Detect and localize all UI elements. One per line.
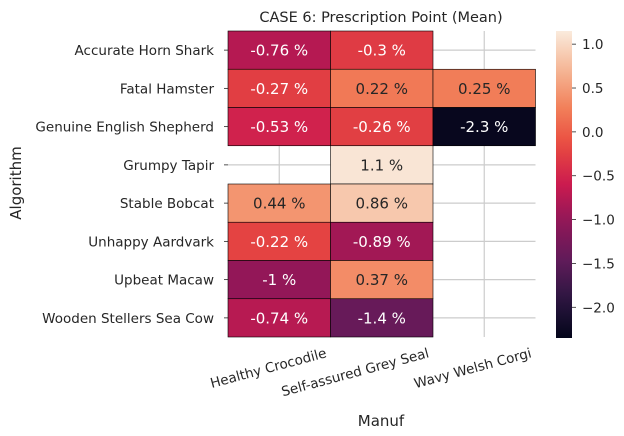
heatmap-cell <box>330 145 434 185</box>
cell-value-label: -0.3 % <box>358 42 406 60</box>
cell-value-label: -2.3 % <box>460 118 508 136</box>
cell-value-label: -0.76 % <box>250 42 308 60</box>
heatmap-cell <box>330 298 434 338</box>
y-tick-label: Upbeat Macaw <box>114 273 214 289</box>
y-tick-label: Fatal Hamster <box>120 81 215 97</box>
chart-title: CASE 6: Prescription Point (Mean) <box>259 10 502 26</box>
heatmap-cell <box>227 260 331 300</box>
colorbar-tick-label: 0.0 <box>582 125 603 141</box>
cell-value-label: 0.37 % <box>356 271 408 289</box>
colorbar-tick-label: 1.0 <box>582 37 603 53</box>
heatmap-cell <box>227 107 331 147</box>
cell-value-label: -1 % <box>262 271 296 289</box>
heatmap-cell <box>330 260 434 300</box>
colorbar-gradient <box>556 31 572 338</box>
colorbar: 1.0 0.5 0.0 −0.5 −1.0 −1.5 −2.0 <box>556 31 615 338</box>
heatmap-cell <box>330 221 434 261</box>
y-tick-label: Unhappy Aardvark <box>88 234 214 250</box>
heatmap-cell <box>227 30 331 70</box>
colorbar-tick-label: −1.0 <box>582 213 615 229</box>
x-axis-label: Manuf <box>358 412 405 430</box>
cell-value-label: -0.89 % <box>353 233 411 251</box>
y-axis-label: Algorithm <box>7 146 25 219</box>
y-tick-label: Grumpy Tapir <box>123 158 214 174</box>
heatmap-cell <box>432 68 536 108</box>
cell-value-label: -0.27 % <box>250 80 308 98</box>
cell-value-label: -0.26 % <box>353 118 411 136</box>
heatmap-cell <box>330 68 434 108</box>
heatmap-cell <box>330 30 434 70</box>
cell-value-label: -0.74 % <box>250 309 308 327</box>
x-tick-label: Wavy Welsh Corgi <box>412 345 533 392</box>
cell-value-label: 0.25 % <box>458 80 510 98</box>
cell-value-label: -0.22 % <box>250 233 308 251</box>
colorbar-tick-label: −0.5 <box>582 169 615 185</box>
y-tick-label: Accurate Horn Shark <box>75 43 215 59</box>
heatmap-cell <box>227 221 331 261</box>
cell-value-label: -0.53 % <box>250 118 308 136</box>
colorbar-tick-label: 0.5 <box>582 81 603 97</box>
y-tick-label: Wooden Stellers Sea Cow <box>42 311 214 327</box>
cell-value-label: -1.4 % <box>358 309 406 327</box>
cell-value-label: 1.1 % <box>360 156 403 174</box>
cell-value-label: 0.44 % <box>253 195 305 213</box>
colorbar-tick-label: −1.5 <box>582 256 615 272</box>
heatmap-cell <box>432 107 536 147</box>
cell-value-label: 0.86 % <box>356 195 408 213</box>
heatmap-cell <box>330 183 434 223</box>
heatmap-cell <box>227 183 331 223</box>
y-tick-label: Genuine English Shepherd <box>35 120 214 136</box>
colorbar-tick-label: −2.0 <box>582 300 615 316</box>
cell-value-label: 0.22 % <box>356 80 408 98</box>
y-tick-label: Stable Bobcat <box>120 196 214 212</box>
heatmap-cell <box>227 298 331 338</box>
heatmap-cell <box>330 107 434 147</box>
